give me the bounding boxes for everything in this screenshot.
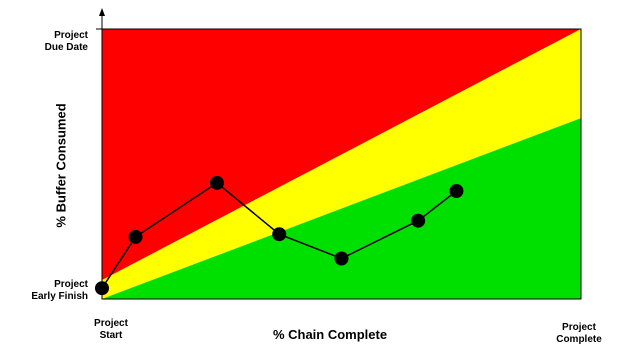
y-axis-title: % Buffer Consumed — [53, 103, 69, 228]
y-tick-label-due-date-line2: Due Date — [44, 41, 88, 53]
y-tick-label-early-finish: Project Early Finish — [22, 279, 88, 302]
y-axis-arrow — [99, 8, 105, 16]
data-point — [272, 227, 287, 242]
x-tick-label-start-line1: Project — [94, 318, 128, 329]
y-tick-label-early-finish-line1: Project — [54, 279, 88, 290]
data-point — [411, 213, 426, 228]
x-axis-title: % Chain Complete — [272, 327, 388, 342]
x-tick-label-start: Project Start — [86, 318, 136, 341]
y-tick-label-due-date: Project Due Date — [22, 30, 88, 53]
data-point — [449, 184, 464, 198]
green-zone — [102, 118, 581, 299]
x-tick-label-start-line2: Start — [99, 329, 123, 341]
data-point — [128, 229, 143, 244]
y-tick-label-early-finish-line2: Early Finish — [31, 290, 88, 302]
data-point — [334, 251, 349, 266]
series-layer — [95, 175, 464, 296]
yellow-zone — [102, 29, 581, 299]
data-point — [95, 281, 109, 296]
x-tick-label-complete-line2: Complete — [556, 333, 602, 345]
y-tick-label-due-date-line1: Project — [54, 30, 88, 41]
data-point — [209, 175, 224, 190]
x-tick-label-complete: Project Complete — [544, 322, 614, 345]
x-tick-label-complete-line1: Project — [562, 322, 596, 333]
